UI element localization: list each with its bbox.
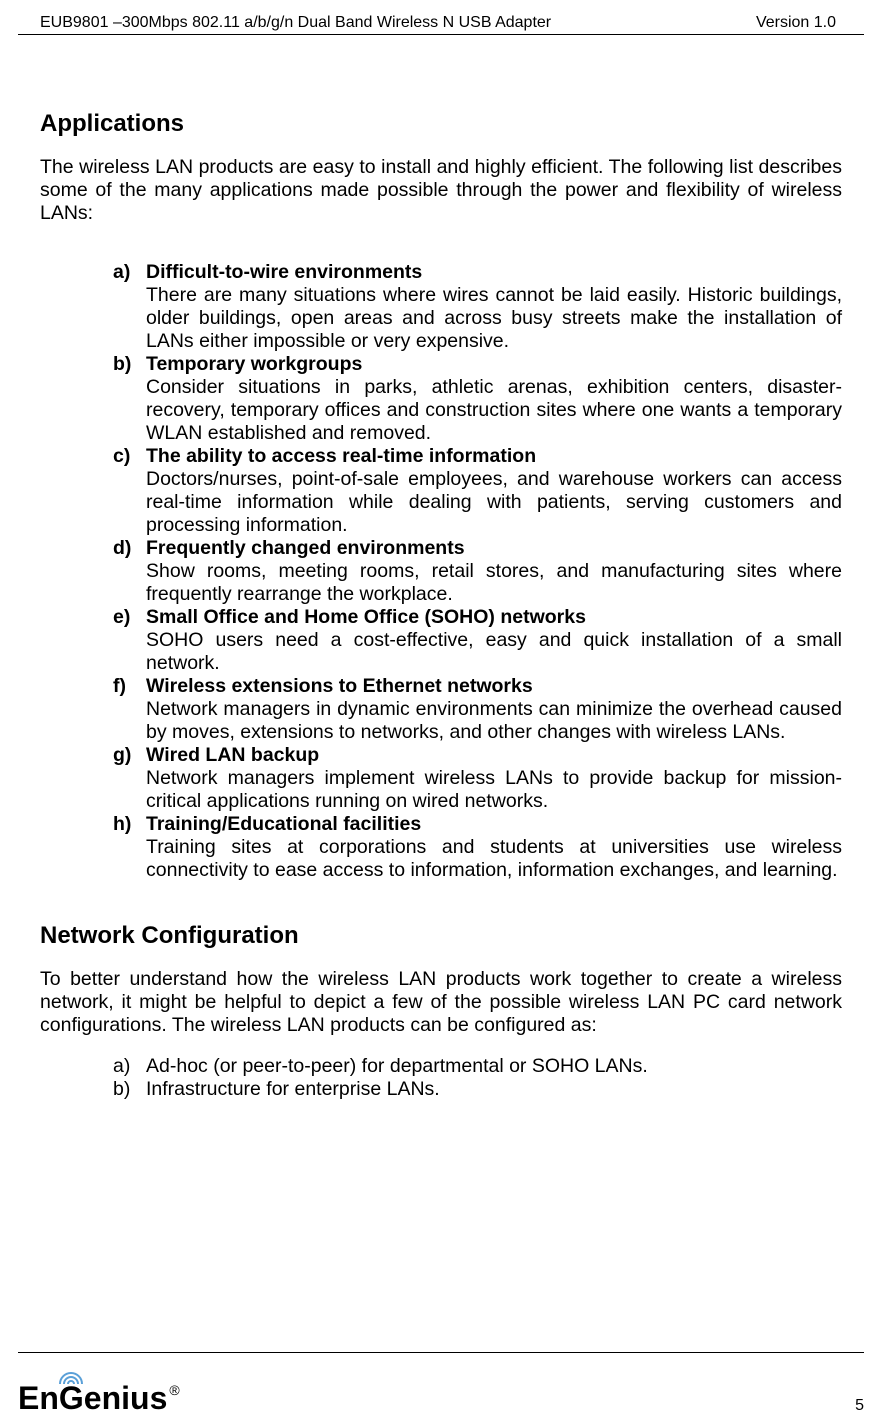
network-config-heading: Network Configuration [40, 922, 842, 950]
list-item-body: Infrastructure for enterprise LANs. [146, 1078, 842, 1101]
list-marker: e) [113, 606, 130, 629]
list-item: g) Wired LAN backup Network managers imp… [113, 744, 842, 813]
logo-text: En [18, 1380, 59, 1417]
network-config-list: a) Ad-hoc (or peer-to-peer) for departme… [40, 1055, 842, 1101]
list-item-body: Consider situations in parks, athletic a… [146, 376, 842, 445]
logo-text: G [59, 1380, 84, 1416]
list-item-title: Small Office and Home Office (SOHO) netw… [146, 606, 586, 628]
list-item-body: Training sites at corporations and stude… [146, 836, 842, 882]
list-item-title: Training/Educational facilities [146, 813, 421, 835]
list-item-body: Network managers in dynamic environments… [146, 698, 842, 744]
list-item-body: Network managers implement wireless LANs… [146, 767, 842, 813]
applications-list: a) Difficult-to-wire environments There … [40, 261, 842, 882]
list-item: f) Wireless extensions to Ethernet netwo… [113, 675, 842, 744]
list-item: d) Frequently changed environments Show … [113, 537, 842, 606]
list-item-title: Wireless extensions to Ethernet networks [146, 675, 533, 697]
page: EUB9801 –300Mbps 802.11 a/b/g/n Dual Ban… [0, 0, 882, 1425]
list-item-title: Wired LAN backup [146, 744, 319, 766]
list-item-title: Frequently changed environments [146, 537, 465, 559]
list-item: a) Difficult-to-wire environments There … [113, 261, 842, 353]
applications-heading: Applications [40, 110, 842, 138]
brand-logo: En G enius ® [18, 1380, 180, 1417]
list-marker: c) [113, 445, 130, 468]
list-item: h) Training/Educational facilities Train… [113, 813, 842, 882]
list-marker: b) [113, 353, 131, 376]
logo-text: enius [84, 1380, 168, 1417]
list-marker: a) [113, 261, 130, 284]
list-item-title: The ability to access real-time informat… [146, 445, 536, 467]
header-product-name: EUB9801 –300Mbps 802.11 a/b/g/n Dual Ban… [40, 14, 551, 32]
footer-separator [18, 1352, 864, 1353]
list-item: c) The ability to access real-time infor… [113, 445, 842, 537]
list-marker: a) [113, 1055, 130, 1078]
list-item-title: Temporary workgroups [146, 353, 362, 375]
list-item: b) Temporary workgroups Consider situati… [113, 353, 842, 445]
list-item: a) Ad-hoc (or peer-to-peer) for departme… [113, 1055, 842, 1078]
list-item-body: Ad-hoc (or peer-to-peer) for departmenta… [146, 1055, 842, 1078]
list-marker: h) [113, 813, 131, 836]
list-item-body: Show rooms, meeting rooms, retail stores… [146, 560, 842, 606]
list-item-body: Doctors/nurses, point-of-sale employees,… [146, 468, 842, 537]
list-item-title: Difficult-to-wire environments [146, 261, 422, 283]
network-config-intro: To better understand how the wireless LA… [40, 968, 842, 1037]
logo-g-wrap: G [59, 1380, 84, 1417]
applications-intro: The wireless LAN products are easy to in… [40, 156, 842, 225]
list-marker: d) [113, 537, 131, 560]
page-footer: En G enius ® 5 [0, 1359, 882, 1425]
list-item: b) Infrastructure for enterprise LANs. [113, 1078, 842, 1101]
header-version: Version 1.0 [756, 14, 836, 32]
list-item-body: There are many situations where wires ca… [146, 284, 842, 353]
list-marker: b) [113, 1078, 130, 1101]
page-number: 5 [855, 1397, 864, 1417]
list-marker: f) [113, 675, 126, 698]
list-item-body: SOHO users need a cost-effective, easy a… [146, 629, 842, 675]
page-content: Applications The wireless LAN products a… [0, 110, 882, 1352]
registered-mark: ® [169, 1382, 179, 1398]
list-item: e) Small Office and Home Office (SOHO) n… [113, 606, 842, 675]
page-header: EUB9801 –300Mbps 802.11 a/b/g/n Dual Ban… [18, 0, 864, 35]
list-marker: g) [113, 744, 131, 767]
